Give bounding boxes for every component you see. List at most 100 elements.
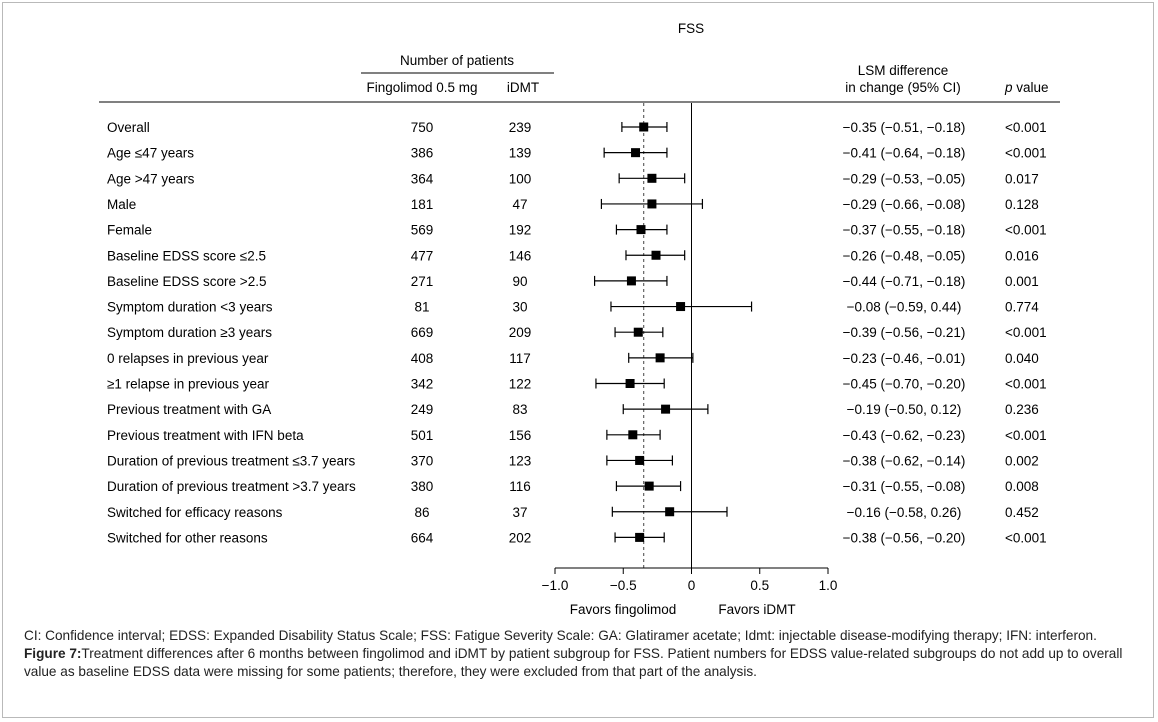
- row-label: Symptom duration <3 years: [107, 300, 273, 315]
- fingolimod-n-value: 501: [411, 428, 434, 443]
- figure-label: Figure 7:: [24, 646, 82, 661]
- p-value-text: 0.128: [1005, 197, 1039, 212]
- point-estimate-marker: [625, 379, 635, 388]
- row-label: Baseline EDSS score ≤2.5: [107, 248, 266, 263]
- row-label: Male: [107, 197, 136, 212]
- p-header-italic: p: [1004, 80, 1013, 95]
- favors-idmt-label: Favors iDMT: [718, 602, 795, 617]
- idmt-n-value: 30: [512, 300, 527, 315]
- row-label: Previous treatment with IFN beta: [107, 428, 304, 443]
- fingolimod-n-value: 81: [414, 300, 429, 315]
- x-axis-tick-label: −0.5: [610, 578, 637, 593]
- plot-layer: Overall 750 239 −0.35 (−0.51, −0.18) <0.001 A…: [107, 103, 1047, 593]
- idmt-n-value: 117: [509, 351, 531, 366]
- point-estimate-marker: [636, 225, 646, 235]
- lsm-difference-ci-text: −0.08 (−0.59, 0.44): [847, 300, 962, 315]
- row-label: Overall: [107, 120, 150, 135]
- row-label: Age ≤47 years: [107, 146, 194, 161]
- fingolimod-n-value: 364: [411, 171, 434, 186]
- fingolimod-n-value: 386: [411, 146, 434, 161]
- lsm-header-line1: LSM difference: [858, 63, 949, 78]
- idmt-n-value: 116: [509, 479, 531, 494]
- lsm-difference-ci-text: −0.19 (−0.50, 0.12): [847, 402, 962, 417]
- row-label: Previous treatment with GA: [107, 402, 271, 417]
- idmt-n-value: 202: [509, 530, 532, 545]
- point-estimate-marker: [651, 250, 661, 260]
- idmt-n-value: 123: [509, 453, 532, 468]
- p-value-text: <0.001: [1005, 223, 1047, 238]
- x-axis-tick-label: −1.0: [542, 578, 569, 593]
- lsm-difference-ci-text: −0.16 (−0.58, 0.26): [847, 505, 962, 520]
- fingolimod-n-value: 181: [411, 197, 434, 212]
- point-estimate-marker: [661, 404, 671, 414]
- lsm-difference-ci-text: −0.41 (−0.64, −0.18): [843, 146, 966, 161]
- lsm-difference-ci-text: −0.39 (−0.56, −0.21): [843, 325, 966, 340]
- fingolimod-n-value: 569: [411, 223, 434, 238]
- idmt-n-value: 192: [509, 223, 532, 238]
- fingolimod-n-value: 370: [411, 453, 434, 468]
- point-estimate-marker: [647, 199, 657, 209]
- point-estimate-marker: [655, 353, 665, 363]
- fingolimod-column-header: Fingolimod 0.5 mg: [366, 80, 477, 95]
- p-value-text: 0.774: [1005, 300, 1039, 315]
- idmt-n-value: 83: [512, 402, 527, 417]
- fingolimod-n-value: 342: [411, 377, 434, 392]
- lsm-difference-ci-text: −0.43 (−0.62, −0.23): [843, 428, 966, 443]
- abbreviations-note: CI: Confidence interval; EDSS: Expanded …: [24, 628, 1097, 643]
- p-value-text: <0.001: [1005, 120, 1047, 135]
- idmt-n-value: 156: [509, 428, 532, 443]
- idmt-n-value: 146: [509, 248, 532, 263]
- fingolimod-n-value: 380: [411, 479, 434, 494]
- lsm-difference-ci-text: −0.38 (−0.62, −0.14): [843, 453, 966, 468]
- number-of-patients-header: Number of patients: [400, 53, 514, 68]
- fingolimod-n-value: 408: [411, 351, 434, 366]
- row-label: Female: [107, 223, 152, 238]
- point-estimate-marker: [676, 302, 686, 312]
- p-value-text: <0.001: [1005, 377, 1047, 392]
- p-value-header: p value: [1004, 80, 1049, 95]
- p-value-text: 0.002: [1005, 453, 1039, 468]
- point-estimate-marker: [644, 481, 654, 491]
- p-value-text: <0.001: [1005, 428, 1047, 443]
- lsm-difference-ci-text: −0.45 (−0.70, −0.20): [843, 377, 966, 392]
- row-label: Symptom duration ≥3 years: [107, 325, 272, 340]
- idmt-column-header: iDMT: [507, 80, 539, 95]
- p-value-text: 0.016: [1005, 248, 1039, 263]
- row-label: Age >47 years: [107, 171, 195, 186]
- p-value-text: 0.452: [1005, 505, 1039, 520]
- p-value-text: <0.001: [1005, 530, 1047, 545]
- lsm-difference-ci-text: −0.23 (−0.46, −0.01): [843, 351, 966, 366]
- row-label: Duration of previous treatment ≤3.7 year…: [107, 453, 356, 468]
- p-value-text: 0.040: [1005, 351, 1039, 366]
- fingolimod-n-value: 664: [411, 530, 434, 545]
- fingolimod-n-value: 477: [411, 248, 434, 263]
- lsm-difference-ci-text: −0.37 (−0.55, −0.18): [843, 223, 966, 238]
- fingolimod-n-value: 750: [411, 120, 434, 135]
- fingolimod-n-value: 669: [411, 325, 434, 340]
- point-estimate-marker: [633, 327, 643, 337]
- point-estimate-marker: [635, 455, 645, 465]
- point-estimate-marker: [665, 507, 675, 517]
- figure-description: Figure 7:Treatment differences after 6 m…: [24, 645, 1139, 681]
- forest-plot: FSS Number of patients Fingolimod 0.5 mg…: [99, 21, 1060, 617]
- x-axis-tick-label: 0: [688, 578, 696, 593]
- x-axis-tick-label: 0.5: [750, 578, 769, 593]
- p-header-rest: value: [1013, 80, 1049, 95]
- lsm-difference-ci-text: −0.26 (−0.48, −0.05): [843, 248, 966, 263]
- p-value-text: <0.001: [1005, 146, 1047, 161]
- p-value-text: 0.017: [1005, 171, 1039, 186]
- fingolimod-n-value: 271: [411, 274, 434, 289]
- row-label: 0 relapses in previous year: [107, 351, 269, 366]
- idmt-n-value: 90: [512, 274, 527, 289]
- lsm-difference-ci-text: −0.29 (−0.66, −0.08): [843, 197, 966, 212]
- idmt-n-value: 122: [509, 377, 532, 392]
- favors-fingolimod-label: Favors fingolimod: [570, 602, 677, 617]
- p-value-text: 0.236: [1005, 402, 1039, 417]
- chart-title: FSS: [678, 21, 704, 36]
- idmt-n-value: 139: [509, 146, 532, 161]
- lsm-difference-ci-text: −0.44 (−0.71, −0.18): [843, 274, 966, 289]
- row-label: Duration of previous treatment >3.7 year…: [107, 479, 356, 494]
- fingolimod-n-value: 249: [411, 402, 434, 417]
- row-label: Switched for efficacy reasons: [107, 505, 283, 520]
- figure-caption: CI: Confidence interval; EDSS: Expanded …: [24, 627, 1139, 681]
